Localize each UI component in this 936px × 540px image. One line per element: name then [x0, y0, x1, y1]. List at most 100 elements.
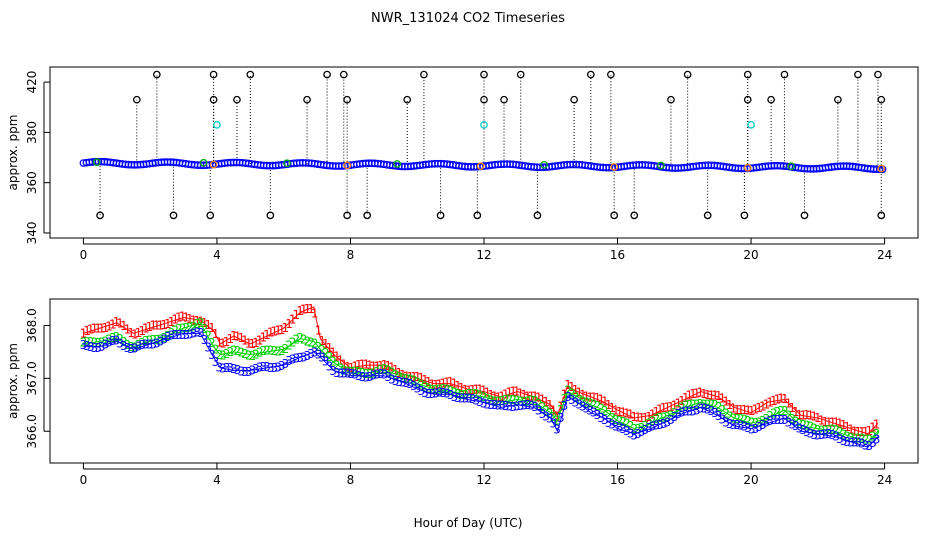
series-1-point: 1 — [766, 396, 774, 410]
series-3-point: 3 — [105, 335, 113, 349]
series-3-point: 3 — [362, 370, 370, 384]
series-2-point: 2 — [480, 390, 488, 404]
series-2-point: 2 — [634, 422, 642, 436]
series-2-point: 2 — [792, 415, 800, 429]
series-2-point: 2 — [102, 334, 110, 348]
series-3-point: 3 — [498, 399, 506, 413]
series-2-point: 2 — [450, 386, 458, 400]
series-2-point: 2 — [417, 377, 425, 391]
spike-low-marker — [266, 211, 275, 220]
series-2-point: 2 — [528, 394, 536, 408]
series-1-point: 1 — [105, 319, 113, 333]
series-3-point: 3 — [285, 354, 293, 368]
series-2-point: 2 — [869, 430, 877, 444]
series-1-point: 1 — [774, 392, 782, 406]
series-3-point: 3 — [682, 405, 690, 419]
series-2-point: 2 — [344, 365, 352, 379]
series-1-point: 1 — [340, 357, 348, 371]
series-3-point: 3 — [575, 398, 583, 412]
series-3-point: 3 — [858, 437, 866, 451]
series-3-point: 3 — [289, 352, 297, 366]
series-3-point: 3 — [406, 377, 414, 391]
series-2-point: 2 — [142, 334, 150, 348]
series-1-point: 1 — [267, 326, 275, 340]
series-3-point: 3 — [777, 413, 785, 427]
series-1-point: 1 — [733, 403, 741, 417]
series-2-point: 2 — [237, 345, 245, 359]
series-2-point: 2 — [781, 404, 789, 418]
series-2-point: 2 — [641, 419, 649, 433]
series-1-point: 1 — [825, 416, 833, 430]
series-3-point: 3 — [351, 368, 359, 382]
series-3-point: 3 — [476, 395, 484, 409]
series-1-point: 1 — [204, 318, 212, 332]
series-1-point: 1 — [157, 319, 165, 333]
baseline-marker-alt — [199, 158, 208, 167]
series-3-point: 3 — [267, 361, 275, 375]
series-3-point: 3 — [355, 369, 363, 383]
series-3-point: 3 — [825, 427, 833, 441]
baseline-marker-alt — [657, 161, 665, 170]
series-3-point: 3 — [98, 340, 106, 354]
series-2-point: 2 — [171, 324, 179, 338]
series-3-point: 3 — [157, 335, 165, 349]
series-3-point: 3 — [612, 419, 620, 433]
series-1-point: 1 — [674, 397, 682, 411]
series-2-point: 2 — [788, 412, 796, 426]
series-1-point: 1 — [572, 383, 580, 397]
x-tick-label: 16 — [610, 248, 625, 262]
series-1-point: 1 — [722, 395, 730, 409]
series-2-point: 2 — [252, 347, 260, 361]
series-2-point: 2 — [208, 336, 216, 350]
series-2-point: 2 — [524, 394, 532, 408]
x-tick-label: 8 — [347, 248, 355, 262]
series-3-point: 3 — [803, 425, 811, 439]
series-1-point: 1 — [616, 405, 624, 419]
series-3-point: 3 — [410, 379, 418, 393]
series-3-point: 3 — [645, 421, 653, 435]
series-1-point: 1 — [370, 360, 378, 374]
series-1-point: 1 — [619, 406, 627, 420]
series-1-point: 1 — [190, 314, 198, 328]
spike-low-marker — [610, 211, 619, 220]
series-1-point: 1 — [226, 332, 234, 346]
series-2-point: 2 — [674, 403, 682, 417]
series-3-point: 3 — [164, 330, 172, 344]
series-1-point: 1 — [799, 409, 807, 423]
series-2-point: 2 — [542, 404, 550, 418]
series-3-point: 3 — [579, 400, 587, 414]
series-1-point: 1 — [454, 379, 462, 393]
spike-low-marker — [740, 211, 749, 220]
spike-high-marker — [854, 70, 862, 79]
series-3-point: 3 — [829, 428, 837, 442]
series-3-point: 3 — [326, 359, 334, 373]
series-2-point: 2 — [425, 382, 433, 396]
baseline-marker-alt — [283, 159, 291, 168]
series-3-point: 3 — [454, 391, 462, 405]
series-2-point: 2 — [160, 331, 168, 345]
series-3-point: 3 — [528, 398, 536, 412]
series-2-point: 2 — [432, 383, 440, 397]
series-2-point: 2 — [193, 317, 201, 331]
series-2-point: 2 — [568, 386, 576, 400]
series-3-point: 3 — [149, 337, 157, 351]
series-3-point: 3 — [461, 391, 469, 405]
series-1-point: 1 — [348, 361, 356, 375]
series-3-point: 3 — [774, 413, 782, 427]
series-1-point: 1 — [142, 322, 150, 336]
series-1-point: 1 — [807, 408, 815, 422]
series-3-point: 3 — [564, 390, 572, 404]
series-2-point: 2 — [586, 397, 594, 411]
series-2-point: 2 — [461, 388, 469, 402]
series-3-point: 3 — [153, 336, 161, 350]
series-1-point: 1 — [417, 371, 425, 385]
series-2-point: 2 — [799, 418, 807, 432]
series-2-point: 2 — [245, 349, 253, 363]
series-2-point: 2 — [388, 365, 396, 379]
series-2-point: 2 — [234, 344, 242, 358]
series-1-point: 1 — [410, 370, 418, 384]
series-3-point: 3 — [248, 364, 256, 378]
series-3-point: 3 — [513, 399, 521, 413]
series-3-point: 3 — [480, 397, 488, 411]
series-1-point: 1 — [594, 391, 602, 405]
